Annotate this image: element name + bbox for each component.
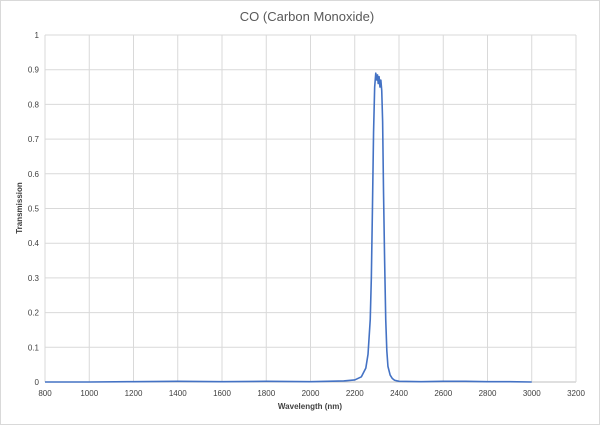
y-tick-label: 0.6 [28,170,40,179]
gridlines [44,34,577,383]
x-tick-label: 1000 [80,389,98,398]
y-tick-label: 0.5 [28,205,40,214]
y-tick-label: 1 [35,31,40,40]
x-tick-label: 800 [38,389,52,398]
y-tick-label: 0.9 [28,66,40,75]
y-tick-label: 0.7 [28,135,40,144]
y-tick-label: 0.2 [28,309,40,318]
x-tick-labels: 800 1000 1200 1400 1600 1800 2000 2200 2400 2600 2… [38,389,585,398]
x-axis-label: Wavelength (nm) [278,402,342,411]
x-tick-label: 2200 [346,389,364,398]
x-tick-label: 3200 [567,389,585,398]
y-tick-label: 0.3 [28,274,40,283]
series-line [45,72,532,383]
x-tick-label: 2600 [434,389,452,398]
series-group [45,72,532,383]
y-tick-label: 0 [35,378,40,387]
x-tick-label: 2000 [302,389,320,398]
y-tick-labels: 0 0.1 0.2 0.3 0.4 0.5 0.6 0.7 0.8 0.9 1 [28,31,40,387]
y-tick-label: 0.4 [28,239,40,248]
x-tick-label: 3000 [523,389,541,398]
x-tick-label: 1800 [257,389,275,398]
x-tick-label: 2400 [390,389,408,398]
y-tick-label: 0.8 [28,100,40,109]
y-tick-label: 0.1 [28,343,40,352]
x-tick-label: 1400 [169,389,187,398]
chart-title: CO (Carbon Monoxide) [240,9,374,24]
y-axis-label: Transmission [15,182,24,234]
x-tick-label: 2800 [479,389,497,398]
x-tick-label: 1600 [213,389,231,398]
x-tick-label: 1200 [125,389,143,398]
